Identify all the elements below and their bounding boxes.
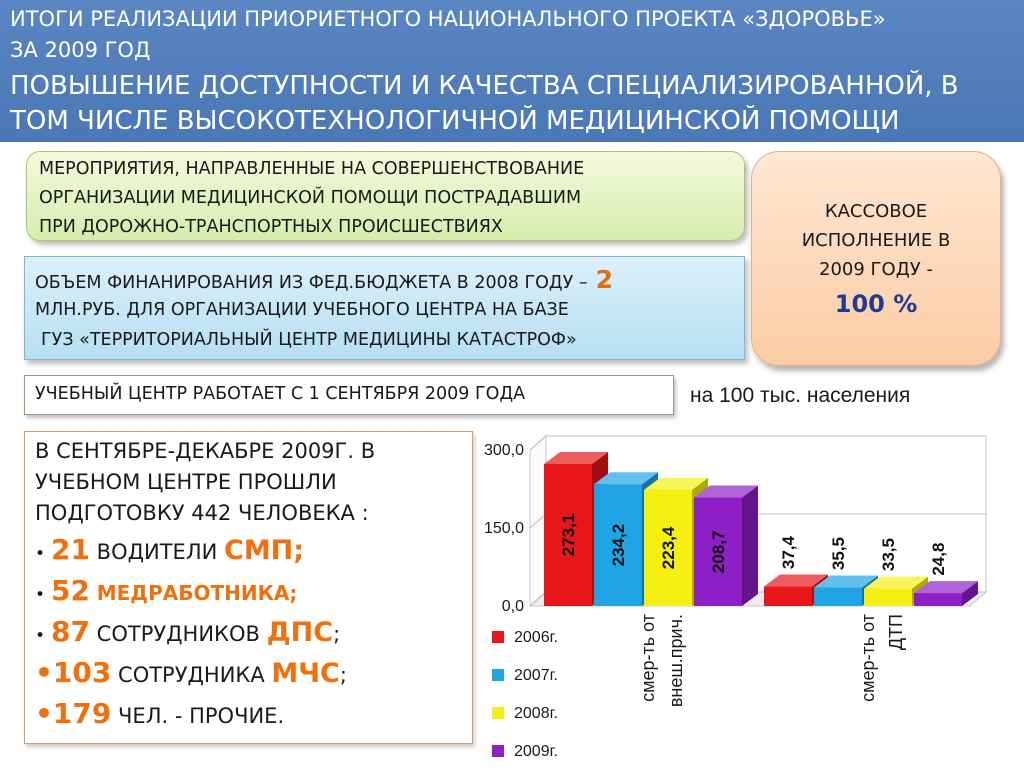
bullet-icon: • [35, 656, 53, 689]
page-title-line1: ИТОГИ РЕАЛИЗАЦИИ ПРИОРИЕТНОГО НАЦИОНАЛЬН… [10, 7, 886, 31]
data-label: 33,5 [879, 538, 898, 571]
execution-line3: 2009 ГОДУ - [819, 259, 933, 280]
bar [814, 587, 862, 606]
execution-line2: ИСПОЛНЕНИЕ В [801, 230, 951, 251]
bullet-icon: • [35, 544, 46, 564]
bar-side [742, 485, 758, 606]
category-label: смер-ть от [858, 614, 878, 702]
legend-label: 2009г. [514, 743, 558, 760]
training-intro-line2: УЧЕБНОМ ЦЕНТРЕ ПРОШЛИ [35, 470, 337, 494]
training-item-medics: • 52 МЕДРАБОТНИКА; [35, 570, 472, 611]
funding-line3: ГУЗ «ТЕРРИТОРИАЛЬНЫЙ ЦЕНТР МЕДИЦИНЫ КАТА… [41, 330, 577, 350]
measures-box: МЕРОПРИЯТИЯ, НАПРАВЛЕННЫЕ НА СОВЕРШЕНСТВ… [26, 151, 745, 241]
training-item-mchs: •103 СОТРУДНИКА МЧС; [35, 652, 472, 693]
y-tick-label: 300,0 [484, 442, 524, 459]
funding-amount: 2 [595, 265, 613, 294]
measures-line1: МЕРОПРИЯТИЯ, НАПРАВЛЕННЫЕ НА СОВЕРШЕНСТВ… [39, 159, 585, 179]
training-count: 103 [52, 656, 112, 689]
bar [644, 489, 692, 606]
bar [864, 588, 912, 606]
training-tail: ; [339, 663, 347, 687]
gridline [529, 435, 986, 451]
training-item-drivers: • 21 ВОДИТЕЛИ СМП; [35, 529, 472, 570]
data-label: 234,2 [609, 524, 628, 567]
category-label: смер-ть от [638, 614, 658, 702]
training-org: ДПС [266, 617, 334, 648]
training-count: 52 [51, 574, 90, 607]
legend-label: 2007г. [514, 667, 558, 684]
bar-top [694, 485, 758, 498]
training-intro-line3: ПОДГОТОВКУ 442 ЧЕЛОВЕКА : [35, 501, 369, 525]
bar-top [644, 477, 708, 490]
bullet-icon: • [35, 585, 46, 605]
page-subtitle: ПОВЫШЕНИЕ ДОСТУПНОСТИ И КАЧЕСТВА СПЕЦИАЛ… [10, 69, 1010, 139]
bar [694, 497, 742, 606]
bar-side [962, 581, 978, 606]
execution-box: КАССОВОЕ ИСПОЛНЕНИЕ В 2009 ГОДУ - 100 % [751, 151, 1001, 366]
data-label: 37,4 [779, 535, 798, 569]
legend-label: 2006г. [514, 629, 558, 646]
execution-line1: КАССОВОЕ [824, 201, 928, 222]
bar [764, 586, 812, 606]
training-text: СОТРУДНИКА [111, 663, 272, 687]
training-text: ЧЕЛ. - ПРОЧИЕ. [111, 704, 285, 728]
measures-line3: ПРИ ДОРОЖНО-ТРАНСПОРТНЫХ ПРОИСШЕСТВИЯХ [39, 217, 503, 237]
data-label: 223,4 [659, 526, 678, 569]
bullet-icon: • [35, 626, 46, 646]
training-item-dps: • 87 СОТРУДНИКОВ ДПС; [35, 611, 472, 652]
header-banner: ИТОГИ РЕАЛИЗАЦИИ ПРИОРИЕТНОГО НАЦИОНАЛЬН… [0, 0, 1024, 142]
legend-swatch [492, 669, 504, 681]
funding-box: ОБЪЕМ ФИНАНИРОВАНИЯ ИЗ ФЕД.БЮДЖЕТА В 200… [24, 256, 745, 360]
training-text: СОТРУДНИКОВ [90, 622, 267, 646]
legend-swatch [492, 745, 504, 757]
training-text: ВОДИТЕЛИ [90, 540, 224, 564]
legend-swatch [492, 707, 504, 719]
funding-line2: МЛН.РУБ. ДЛЯ ОРГАНИЗАЦИИ УЧЕБНОГО ЦЕНТРА… [35, 300, 569, 320]
bar [914, 593, 962, 606]
legend-swatch [492, 631, 504, 643]
data-label: 35,5 [829, 537, 848, 570]
bar-top [764, 574, 828, 587]
training-org: МЕДРАБОТНИКА; [96, 581, 298, 605]
bar [544, 463, 592, 606]
training-text [90, 581, 97, 605]
funding-line1-text: ОБЪЕМ ФИНАНИРОВАНИЯ ИЗ ФЕД.БЮДЖЕТА В 200… [35, 273, 588, 293]
bar-top [864, 576, 928, 589]
measures-line2: ОРГАНИЗАЦИИ МЕДИЦИНСКОЙ ПОМОЩИ ПОСТРАДАВ… [39, 188, 582, 208]
y-tick-label: 150,0 [484, 520, 524, 537]
training-item-other: •179 ЧЕЛ. - ПРОЧИЕ. [35, 693, 472, 734]
training-box: В СЕНТЯБРЕ-ДЕКАБРЕ 2009Г. В УЧЕБНОМ ЦЕНТ… [24, 431, 473, 744]
training-count: 179 [52, 697, 112, 730]
training-count: 87 [51, 615, 90, 648]
funding-line1: ОБЪЕМ ФИНАНИРОВАНИЯ ИЗ ФЕД.БЮДЖЕТА В 200… [35, 265, 613, 294]
bullet-icon: • [35, 697, 53, 730]
page-title: ИТОГИ РЕАЛИЗАЦИИ ПРИОРИЕТНОГО НАЦИОНАЛЬН… [10, 4, 1010, 66]
training-count: 21 [51, 533, 90, 566]
page-subtitle-line2: ТОМ ЧИСЛЕ ВЫСОКОТЕХНОЛОГИЧНОЙ МЕДИЦИНСКО… [10, 106, 900, 136]
category-label: ДТП [886, 614, 906, 650]
mortality-bar-chart: 0,0 150,0 300,0 273,1 234,2 223,4 208,7 смер-ть… [484, 434, 988, 760]
page-subtitle-line1: ПОВЫШЕНИЕ ДОСТУПНОСТИ И КАЧЕСТВА СПЕЦИАЛ… [10, 71, 959, 101]
training-intro-line1: В СЕНТЯБРЕ-ДЕКАБРЕ 2009Г. В [35, 439, 376, 463]
bar-top [814, 575, 878, 588]
category-label: внеш.прич. [666, 614, 686, 707]
execution-percent: 100 % [834, 290, 918, 318]
bar-top [594, 472, 658, 485]
data-label: 24,8 [929, 543, 948, 576]
bar-top [544, 451, 608, 464]
training-org: МЧС [271, 658, 340, 689]
page-title-line2: ЗА 2009 ГОД [10, 38, 151, 62]
bar [594, 484, 642, 606]
y-tick-label: 0,0 [502, 598, 524, 615]
chart-caption: на 100 тыс. населения [690, 384, 911, 407]
center-note: УЧЕБНЫЙ ЦЕНТР РАБОТАЕТ С 1 СЕНТЯБРЯ 2009… [24, 375, 674, 415]
data-label: 273,1 [559, 514, 578, 557]
data-label: 208,7 [709, 530, 728, 573]
legend-label: 2008г. [514, 705, 558, 722]
training-org: СМП; [224, 535, 305, 566]
training-tail: ; [333, 622, 341, 646]
bar-top [914, 581, 978, 594]
